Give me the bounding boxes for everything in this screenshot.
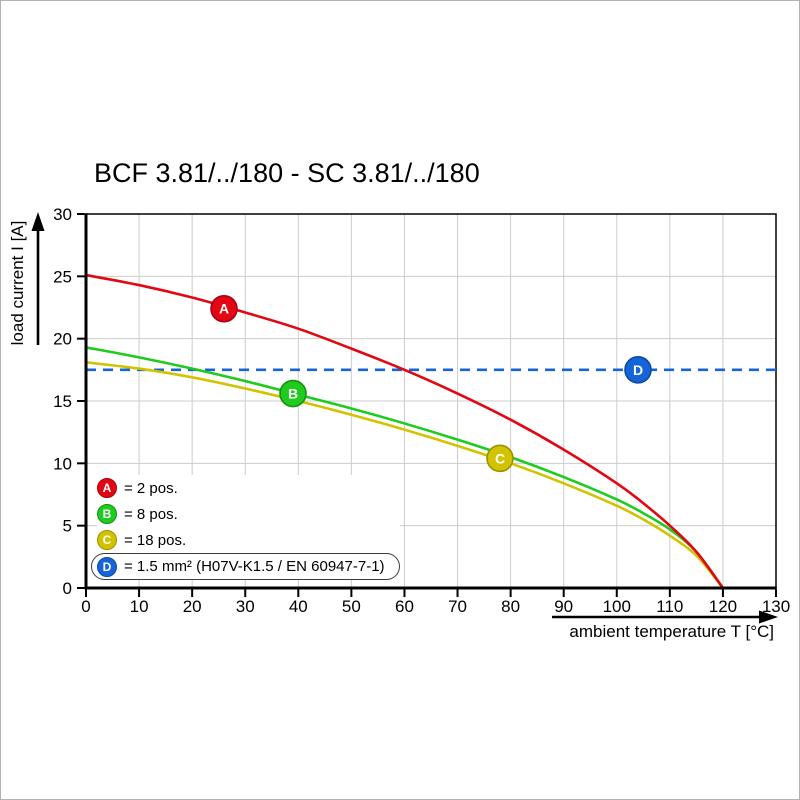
svg-text:20: 20	[53, 330, 72, 349]
svg-text:60: 60	[395, 597, 414, 616]
svg-text:20: 20	[183, 597, 202, 616]
svg-text:5: 5	[63, 517, 72, 536]
svg-text:40: 40	[289, 597, 308, 616]
series-a-badge: A	[97, 478, 117, 498]
legend-item-b: B = 8 pos.	[97, 501, 188, 527]
svg-text:30: 30	[236, 597, 255, 616]
legend-label-a: = 2 pos.	[124, 479, 178, 497]
svg-text:100: 100	[603, 597, 631, 616]
svg-text:10: 10	[53, 454, 72, 473]
svg-text:90: 90	[554, 597, 573, 616]
svg-text:A: A	[219, 301, 229, 317]
series-b-badge: B	[97, 504, 117, 524]
legend-label-b: = 8 pos.	[124, 505, 178, 523]
series-d-badge: D	[97, 556, 117, 577]
svg-text:B: B	[288, 386, 298, 402]
svg-text:0: 0	[63, 579, 72, 598]
svg-text:30: 30	[53, 205, 72, 224]
legend-item-c: C = 18 pos.	[97, 527, 197, 553]
chart-title: BCF 3.81/../180 - SC 3.81/../180	[94, 158, 480, 188]
svg-text:110: 110	[656, 597, 683, 616]
svg-text:120: 120	[709, 597, 737, 616]
legend-item-d: D = 1.5 mm² (H07V-K1.5 / EN 60947-7-1)	[91, 553, 400, 580]
legend-label-c: = 18 pos.	[124, 531, 187, 549]
legend-item-a: A = 2 pos.	[97, 475, 188, 501]
x-axis-label: ambient temperature T [°C]	[569, 622, 774, 641]
svg-text:D: D	[633, 362, 643, 378]
svg-text:80: 80	[501, 597, 520, 616]
svg-text:0: 0	[81, 597, 90, 616]
series-c-badge: C	[97, 530, 117, 550]
svg-text:15: 15	[53, 392, 72, 411]
svg-text:25: 25	[53, 267, 72, 286]
svg-text:70: 70	[448, 597, 467, 616]
svg-text:130: 130	[762, 597, 790, 616]
svg-text:C: C	[495, 450, 505, 466]
legend-label-d: = 1.5 mm² (H07V-K1.5 / EN 60947-7-1)	[124, 558, 385, 575]
chart-legend: A = 2 pos. B = 8 pos. C = 18 pos. D = 1.…	[91, 475, 400, 580]
svg-text:50: 50	[342, 597, 361, 616]
svg-text:10: 10	[130, 597, 149, 616]
